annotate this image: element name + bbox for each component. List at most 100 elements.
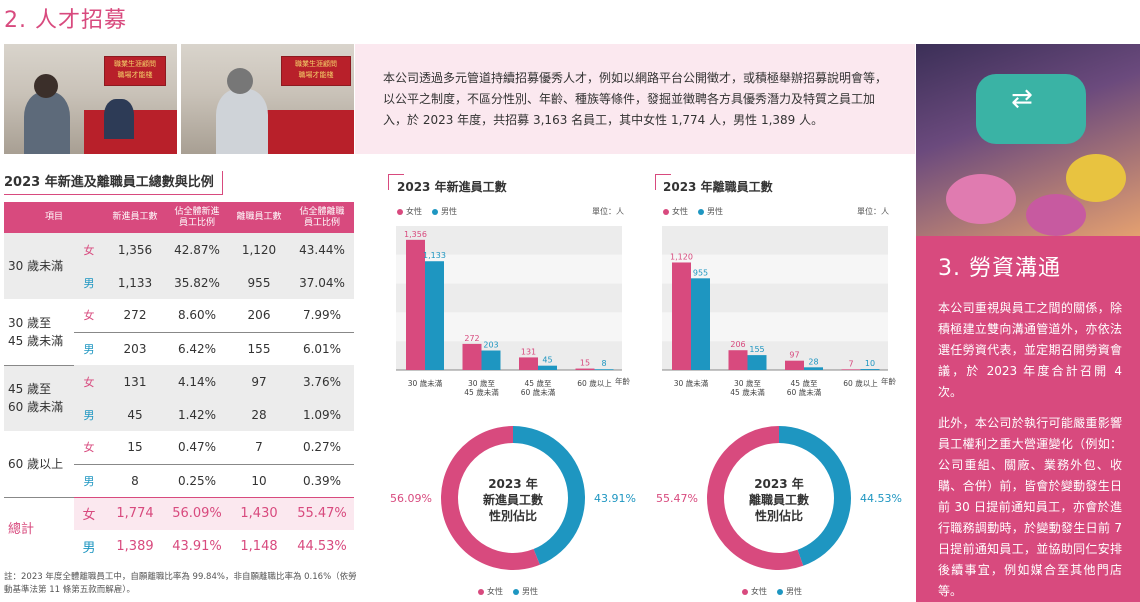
leaves-cell: 1,148 xyxy=(240,539,278,554)
table-row: 60 歲以上 女 15 0.47% 7 0.27% xyxy=(4,431,354,498)
category-label: 30 歲至 xyxy=(468,378,495,388)
table-footnote: 註：2023 年度全體離職員工中，自願離職比率為 99.84%，非自願離職比率為… xyxy=(4,572,357,595)
bar-female xyxy=(406,239,425,370)
labor-relations-p2: 此外，本公司於執行可能嚴重影響員工權利之重大營運變化（例如：公司重組、關廠、業務… xyxy=(938,416,1122,598)
category-label: 60 歲未滿 xyxy=(787,387,822,397)
grid-band xyxy=(396,226,622,255)
donut-male-pct: 43.91% xyxy=(594,492,636,505)
donut-center-title: 性別佔比 xyxy=(754,508,803,523)
hires-cell: 1,356 xyxy=(104,233,166,266)
hire-leave-table: 項目 新進員工數 佔全體新進 員工比例 離職員工數 佔全體離職 員工比例 30 歲未… xyxy=(4,202,354,563)
bar-value-label: 272 xyxy=(464,334,479,343)
table-row-total: 男 1,389 43.91% 1,148 44.53% xyxy=(4,530,354,563)
hires-chart-title: 2023 年新進員工數 xyxy=(397,180,507,194)
hires-chart-unit: 單位：人 xyxy=(592,207,624,216)
leaves-chart-title: 2023 年離職員工數 xyxy=(663,180,773,194)
donut-slice-male xyxy=(779,426,851,566)
leaves-chart-unit: 單位：人 xyxy=(857,207,889,216)
gender-cell: 女 xyxy=(74,299,104,333)
donut-slice-female xyxy=(441,426,540,570)
legend-male: 男性 xyxy=(432,206,457,217)
donut-center-title: 2023 年 xyxy=(488,476,538,491)
donut-female-pct: 56.09% xyxy=(390,492,432,505)
group-label: 45 歲至 60 歲未滿 xyxy=(4,365,74,431)
leaves-cell: 1,430 xyxy=(228,496,290,530)
category-label: 45 歲未滿 xyxy=(730,387,765,397)
category-label: 45 歲至 xyxy=(791,378,818,388)
leave-pct-cell: 6.01% xyxy=(302,341,342,356)
hire-pct-cell: 0.25% xyxy=(177,473,217,488)
grid-band xyxy=(662,226,888,255)
hires-cell: 203 xyxy=(123,341,147,356)
hire-pct-cell: 4.14% xyxy=(166,365,228,398)
leaves-cell: 10 xyxy=(251,473,267,488)
group-label: 總計 xyxy=(4,496,74,563)
table-row: 30 歲未滿 女 1,356 42.87% 1,120 43.44% xyxy=(4,233,354,299)
donut-center-title: 新進員工數 xyxy=(483,492,543,507)
hire-pct-cell: 0.47% xyxy=(166,431,228,465)
bar-male xyxy=(481,350,501,370)
bar-female xyxy=(462,343,482,370)
bar-value-label: 1,133 xyxy=(423,251,446,260)
hires-cell: 131 xyxy=(104,365,166,398)
recruitment-banner: 職業生涯顧問 職場才能棧 xyxy=(104,56,166,86)
donut-legend-leaves: 女性 男性 xyxy=(742,586,802,597)
bar-female xyxy=(785,360,804,370)
bar-male xyxy=(804,367,823,370)
labor-relations-p1: 本公司重視與員工之間的關係，除積極建立雙向溝通管道外，亦依法選任勞資代表，並定期… xyxy=(938,301,1122,399)
chart-corner xyxy=(655,174,671,190)
leave-pct-cell: 55.47% xyxy=(290,496,354,530)
bar-value-label: 955 xyxy=(693,268,708,277)
header-hires: 新進員工數 xyxy=(104,202,166,233)
leaves-cell: 955 xyxy=(228,266,290,299)
gender-cell: 男 xyxy=(82,541,96,556)
bar-male xyxy=(594,369,614,370)
hire-pct-cell: 8.60% xyxy=(166,299,228,333)
hire-pct-cell: 35.82% xyxy=(166,266,228,299)
group-label: 30 歲未滿 xyxy=(4,233,74,299)
bar-male xyxy=(747,355,767,370)
hires-cell: 1,133 xyxy=(104,266,166,299)
gender-cell: 男 xyxy=(74,266,104,299)
group-label: 30 歲至 45 歲未滿 xyxy=(4,299,74,366)
donut-legend-hires: 女性 男性 xyxy=(478,586,538,597)
bar-female xyxy=(841,369,861,370)
legend-male: 男性 xyxy=(777,586,802,597)
legend-female: 女性 xyxy=(397,206,422,217)
bar-value-label: 131 xyxy=(521,347,536,356)
leaves-cell: 155 xyxy=(247,341,271,356)
leave-pct-cell: 44.53% xyxy=(297,539,347,554)
category-label: 60 歲未滿 xyxy=(521,387,556,397)
hire-pct-cell: 56.09% xyxy=(166,496,228,530)
hires-cell: 8 xyxy=(131,473,139,488)
bar-value-label: 1,356 xyxy=(404,230,427,239)
bar-male xyxy=(538,365,557,370)
x-axis-label: 年齡 xyxy=(881,376,896,386)
table-header-row: 項目 新進員工數 佔全體新進 員工比例 離職員工數 佔全體離職 員工比例 xyxy=(4,202,354,233)
bar-female xyxy=(575,368,595,370)
header-leave-pct: 佔全體離職 員工比例 xyxy=(290,202,354,233)
category-label: 60 歲以上 xyxy=(577,378,612,388)
bar-male xyxy=(860,369,880,370)
hire-pct-cell: 42.87% xyxy=(166,233,228,266)
gender-cell: 女 xyxy=(74,431,104,465)
legend-male: 男性 xyxy=(698,206,723,217)
gender-cell: 女 xyxy=(74,496,104,530)
table-row: 男 45 1.42% 28 1.09% xyxy=(4,398,354,431)
leave-pct-cell: 3.76% xyxy=(290,365,354,398)
bar-value-label: 155 xyxy=(749,345,764,354)
bar-value-label: 28 xyxy=(808,357,818,366)
bar-female xyxy=(728,350,748,370)
hires-chart-legend: 女性 男性 xyxy=(397,206,457,217)
bar-value-label: 1,120 xyxy=(670,252,693,261)
table-row: 男 1,133 35.82% 955 37.04% xyxy=(4,266,354,299)
category-label: 60 歲以上 xyxy=(843,378,878,388)
hire-pct-cell: 1.42% xyxy=(166,398,228,431)
bar-female xyxy=(672,262,691,370)
hires-cell: 272 xyxy=(104,299,166,333)
leave-pct-cell: 0.39% xyxy=(302,473,342,488)
legend-male: 男性 xyxy=(513,586,538,597)
table-title: 2023 年新進及離職員工總數與比例 xyxy=(4,171,223,195)
